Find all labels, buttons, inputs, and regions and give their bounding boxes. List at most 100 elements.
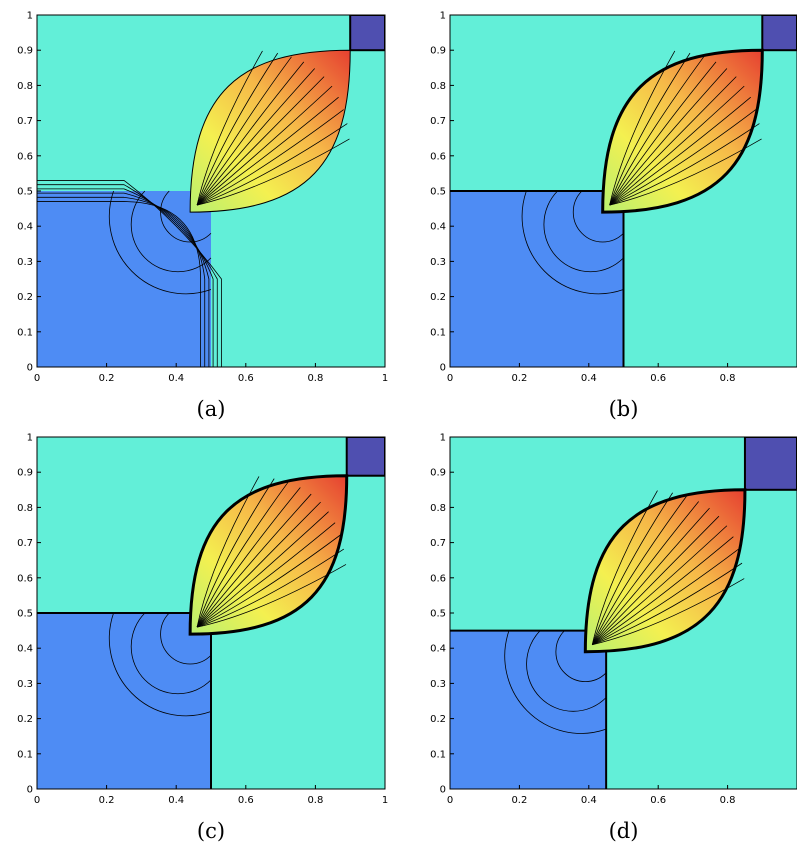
x-tick-label: 0.6 xyxy=(238,373,254,384)
contour-line xyxy=(609,76,737,206)
y-tick-label: 0.5 xyxy=(430,609,446,620)
low-region xyxy=(450,191,624,367)
y-tick-label: 0.8 xyxy=(430,503,446,514)
y-tick-label: 0.1 xyxy=(17,327,33,338)
contour-line xyxy=(196,476,260,628)
contour-line xyxy=(609,56,705,206)
x-tick-label: 0.8 xyxy=(720,795,736,806)
contour-line xyxy=(196,56,292,206)
y-tick-label: 1 xyxy=(440,433,446,444)
panel: 0 0.2 0.4 0.6 0.8 0 0.1 0.2 0.3 0.4 0.5 0.6 0.7 0.8 0.… xyxy=(430,433,797,843)
contour-line xyxy=(130,190,212,273)
y-tick-label: 0 xyxy=(27,785,33,796)
x-tick-label: 0.8 xyxy=(720,373,736,384)
y-tick-label: 0.7 xyxy=(430,538,446,549)
y-tick-label: 0.3 xyxy=(430,257,446,268)
contour-line xyxy=(591,496,687,645)
contour-line xyxy=(196,501,321,628)
low-region xyxy=(37,191,211,367)
x-tick-label: 0 xyxy=(447,795,453,806)
contour-line xyxy=(609,50,676,206)
y-tick-label: 0.6 xyxy=(430,573,446,584)
contour-line xyxy=(572,190,624,243)
x-tick-label: 0.6 xyxy=(650,373,666,384)
contour-line xyxy=(591,515,720,645)
contour-line xyxy=(609,109,757,206)
x-tick-label: 0 xyxy=(447,373,453,384)
contour-line xyxy=(130,612,212,695)
y-tick-label: 0.6 xyxy=(430,151,446,162)
contour-line xyxy=(196,109,344,206)
y-tick-label: 0.7 xyxy=(17,116,33,127)
y-tick-label: 1 xyxy=(27,433,33,444)
contour-line xyxy=(37,192,210,367)
x-tick-label: 0.4 xyxy=(168,373,184,384)
x-tick-label: 0.8 xyxy=(307,373,323,384)
contour-line xyxy=(37,201,201,367)
contour-line xyxy=(37,180,222,367)
y-tick-label: 0.9 xyxy=(17,468,33,479)
y-tick-label: 0.9 xyxy=(430,468,446,479)
y-tick-label: 0.5 xyxy=(430,187,446,198)
y-tick-label: 1 xyxy=(27,11,33,22)
contour-line xyxy=(196,534,341,628)
contour-line xyxy=(160,612,212,665)
y-tick-label: 0.3 xyxy=(17,679,33,690)
contour-line xyxy=(196,548,345,628)
y-tick-label: 0 xyxy=(440,363,446,374)
front xyxy=(450,190,625,367)
x-tick-label: 0.4 xyxy=(581,373,597,384)
y-tick-label: 0.4 xyxy=(17,644,33,655)
y-tick-label: 1 xyxy=(440,11,446,22)
contour-line xyxy=(592,548,739,646)
y-tick-label: 0.4 xyxy=(17,222,33,233)
y-tick-label: 0.4 xyxy=(430,222,446,233)
contour-line xyxy=(592,578,745,646)
y-tick-label: 0.3 xyxy=(17,257,33,268)
x-tick-label: 0.4 xyxy=(168,795,184,806)
contour-line xyxy=(160,190,212,243)
x-tick-label: 0.2 xyxy=(511,795,527,806)
contour-line xyxy=(543,190,624,273)
contour-line xyxy=(196,493,312,628)
corner-region xyxy=(743,437,797,491)
contour-line xyxy=(196,50,263,206)
panel: 0 0.2 0.4 0.6 0.8 1 0 0.1 0.2 0.3 0.4 0.5 0.6 0.7 0.8 0… xyxy=(17,11,388,422)
contour-line xyxy=(196,76,325,206)
x-tick-label: 0.8 xyxy=(307,795,323,806)
low-region xyxy=(450,630,607,789)
contour-line xyxy=(591,492,673,645)
x-tick-label: 0 xyxy=(34,795,40,806)
contour-line xyxy=(196,522,336,628)
x-tick-label: 0.2 xyxy=(99,373,115,384)
panel: 0 0.2 0.4 0.6 0.8 1 0 0.1 0.2 0.3 0.4 0.5 0.6 0.7 0.8 0… xyxy=(17,433,388,843)
y-tick-label: 0.9 xyxy=(17,46,33,57)
corner-region xyxy=(349,15,385,52)
plot-area xyxy=(37,437,385,789)
y-tick-label: 0.7 xyxy=(17,538,33,549)
y-tick-label: 0.8 xyxy=(17,81,33,92)
x-tick-label: 0.6 xyxy=(650,795,666,806)
plot-area xyxy=(450,437,797,789)
contour-line xyxy=(592,562,743,646)
contour-line xyxy=(555,630,607,682)
x-tick-label: 1 xyxy=(382,373,388,384)
y-tick-label: 0.2 xyxy=(430,292,446,303)
y-tick-label: 0.7 xyxy=(430,116,446,127)
contour-line xyxy=(196,564,347,628)
low-region xyxy=(37,613,211,789)
y-tick-label: 0 xyxy=(440,785,446,796)
corner-region xyxy=(761,15,797,52)
contour-line xyxy=(196,482,289,628)
x-tick-label: 1 xyxy=(382,795,388,806)
contour-line xyxy=(592,525,728,645)
y-tick-label: 0.2 xyxy=(17,292,33,303)
contour-line xyxy=(196,478,275,628)
contour-line xyxy=(521,190,624,295)
contour-line xyxy=(108,612,212,717)
front xyxy=(37,612,212,789)
y-tick-label: 0.4 xyxy=(430,644,446,655)
y-tick-label: 0.1 xyxy=(430,749,446,760)
contour-line xyxy=(609,85,745,206)
